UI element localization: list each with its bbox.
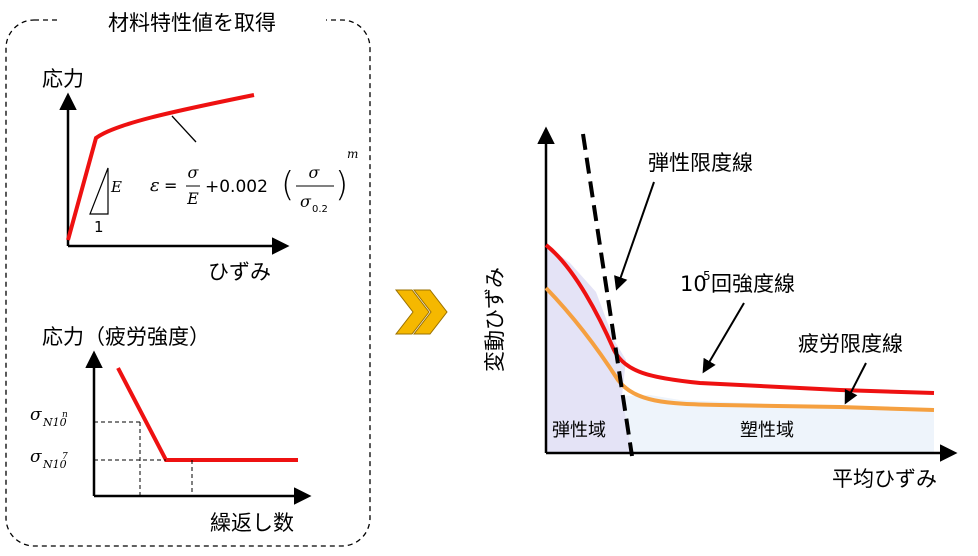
x-axis-label: ひずみ [208,260,271,284]
strength-label-rest: 回強度線 [711,272,795,296]
elastic-region-fill [546,245,632,453]
material-properties-panel: 材料特性値を取得 応力 ひずみ E 1 ε = σ E +0.002 ( σ [5,6,371,547]
plastic-region-label: 塑性域 [740,420,794,441]
sn-curve-chart: 応力（疲労強度） 繰返し数 σ N10 n σ N10 7 [30,325,312,535]
sigma-upper-sub: N10 [42,416,67,429]
panel-title: 材料特性値を取得 [108,11,276,35]
right-x-axis-label: 平均ひずみ [832,467,937,491]
eq-left-paren: ( [281,165,294,205]
sn-x-axis-label: 繰返し数 [210,511,294,535]
stress-strain-curve [66,93,255,241]
strength-label-base: 10 [680,272,707,296]
eq-right-paren: ) [335,165,348,205]
eq-coefficient: +0.002 [205,177,268,197]
slope-triangle [89,167,109,215]
eq-exponent: m [347,147,358,161]
sigma-lower-sub: N10 [42,458,67,471]
elastic-limit-label: 弾性限度線 [648,151,753,175]
sigma-upper-sup: n [62,410,68,420]
double-chevron-right-icon [394,289,448,335]
elastic-region-label: 弾性域 [552,420,606,441]
ramberg-osgood-equation: ε = σ E +0.002 ( σ σ 0.2 ) m [150,147,358,215]
eq-frac1-den: E [186,189,199,208]
fatigue-limit-line [544,286,935,412]
strength-pointer [702,302,745,374]
slope-label: E [110,178,122,196]
sigma-lower: σ [30,447,42,467]
leader-line [171,115,197,143]
y-axis-label: 応力 [42,67,84,91]
fatigue-limit-label: 疲労限度線 [798,332,903,356]
haigh-diagram: 変動ひずみ 平均ひずみ 弾性限度線 10 5 回強度線 疲労限度線 弾性域 塑性… [483,126,958,491]
slope-unit: 1 [94,218,104,236]
sigma-upper: σ [30,405,42,425]
eq-frac2-den-sub: 0.2 [312,204,328,215]
eq-epsilon: ε [150,175,160,196]
stress-strain-chart: 応力 ひずみ E 1 ε = σ E +0.002 ( σ σ 0.2 ) m [42,67,358,284]
eq-equals: = [164,176,177,195]
eq-frac1-num: σ [188,163,200,182]
sigma-lower-sup: 7 [62,452,68,462]
elastic-limit-pointer [614,181,655,291]
sn-curve [116,367,298,462]
elastic-limit-line [581,133,634,457]
strength-label-sup: 5 [703,269,711,283]
right-y-axis-label: 変動ひずみ [483,267,507,372]
eq-frac2-num: σ [309,163,321,182]
eq-frac2-den: σ [300,192,312,211]
sn-y-axis-label: 応力（疲労強度） [42,325,210,349]
fatigue-pointer [844,362,867,405]
